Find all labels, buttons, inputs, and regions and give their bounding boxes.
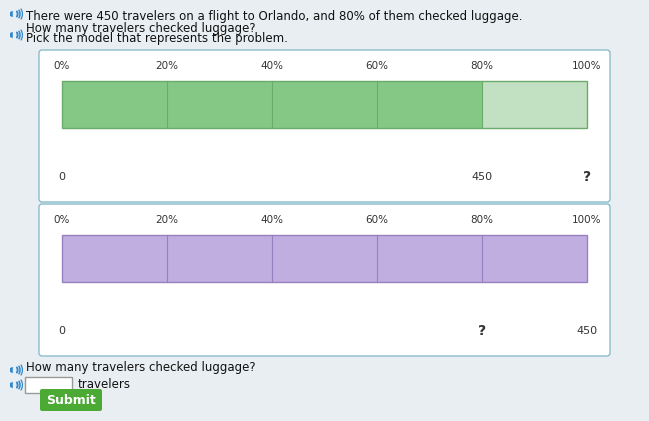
FancyBboxPatch shape — [39, 50, 610, 202]
Text: 80%: 80% — [471, 215, 493, 225]
Bar — [62, 81, 587, 128]
Text: 20%: 20% — [156, 215, 178, 225]
Text: 450: 450 — [471, 172, 493, 182]
Text: 100%: 100% — [572, 215, 602, 225]
Text: Submit: Submit — [46, 394, 96, 407]
Text: 40%: 40% — [260, 215, 284, 225]
Bar — [482, 81, 587, 128]
Polygon shape — [10, 382, 13, 388]
Text: 20%: 20% — [156, 61, 178, 71]
Polygon shape — [10, 11, 13, 17]
Text: 40%: 40% — [260, 61, 284, 71]
Polygon shape — [10, 367, 13, 373]
Text: 60%: 60% — [365, 61, 389, 71]
Text: 100%: 100% — [572, 61, 602, 71]
Text: There were 450 travelers on a flight to Orlando, and 80% of them checked luggage: There were 450 travelers on a flight to … — [26, 10, 522, 23]
Bar — [62, 81, 482, 128]
Text: ?: ? — [583, 170, 591, 184]
FancyBboxPatch shape — [39, 204, 610, 356]
Text: 0%: 0% — [54, 61, 70, 71]
Text: How many travelers checked luggage?: How many travelers checked luggage? — [26, 22, 256, 35]
FancyBboxPatch shape — [40, 389, 102, 411]
Text: 60%: 60% — [365, 215, 389, 225]
FancyBboxPatch shape — [25, 377, 72, 393]
Polygon shape — [10, 32, 13, 38]
Text: 450: 450 — [576, 326, 598, 336]
Text: 80%: 80% — [471, 61, 493, 71]
Text: Pick the model that represents the problem.: Pick the model that represents the probl… — [26, 32, 288, 45]
Bar — [62, 235, 587, 282]
Text: ?: ? — [478, 324, 486, 338]
Text: 0: 0 — [58, 172, 66, 182]
Text: 0%: 0% — [54, 215, 70, 225]
Text: travelers: travelers — [78, 378, 131, 392]
Text: How many travelers checked luggage?: How many travelers checked luggage? — [26, 360, 256, 373]
Text: 0: 0 — [58, 326, 66, 336]
